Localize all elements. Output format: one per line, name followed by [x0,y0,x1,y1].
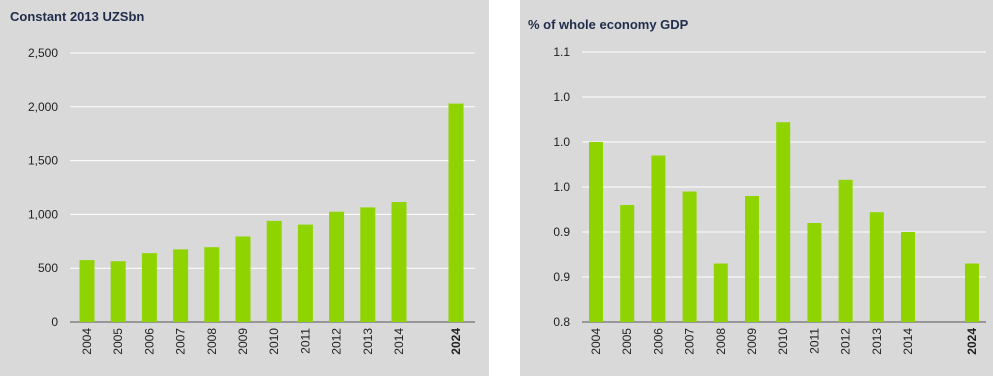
bar-2010 [776,122,791,322]
bar-2007 [682,191,697,322]
x-tick-label: 2010 [267,328,281,355]
x-tick-label: 2007 [174,328,188,355]
x-tick-label: 2006 [142,328,156,355]
y-tick-label: 2,000 [28,100,58,114]
chart-panel-right: % of whole economy GDP 0.8 0.9 0.9 1.0 1.0 1.… [520,0,993,376]
y-tick-label: 0.8 [553,315,570,329]
bar-2008 [713,263,728,322]
bar-2008 [204,247,220,322]
y-tick-label: 0.9 [553,225,570,239]
bar-2004 [79,260,95,322]
y-tick-label: 2,500 [28,46,58,60]
x-tick-label: 2004 [80,328,94,355]
bar-2024 [448,103,464,323]
bar-2011 [807,223,822,322]
x-tick-label: 2024 [449,328,463,355]
bar-2014 [391,202,407,322]
y-tick-label: 0.9 [553,270,570,284]
bar-2009 [235,236,251,322]
y-tick-label: 1,000 [28,207,58,221]
chart-panel-left: Constant 2013 UZSbn 0 500 1,000 1,500 2,000 2… [0,0,489,376]
bar-2005 [110,261,126,322]
bar-2006 [651,155,666,322]
bar-2024 [965,263,979,322]
bar-2006 [141,253,157,322]
x-tick-label: 2010 [776,328,790,355]
bar-2012 [329,211,345,322]
x-tick-label: 2013 [361,328,375,355]
x-tick-label: 2014 [392,328,406,355]
y-tick-label: 1.1 [553,45,570,59]
x-tick-label: 2006 [651,328,665,355]
y-tick-label: 1.0 [553,135,570,149]
bar-2010 [266,220,282,322]
x-tick-label: 2008 [714,328,728,355]
bar-2013 [360,207,376,322]
x-tick-label: 2013 [870,328,884,355]
x-tick-label: 2008 [205,328,219,355]
x-tick-label: 2009 [236,328,250,355]
bar-2007 [173,249,189,322]
x-tick-label: 2024 [965,328,979,355]
bar-2009 [745,196,759,322]
bar-2014 [901,232,915,322]
bar-2012 [838,179,853,322]
y-tick-label: 1,500 [28,154,58,168]
x-tick-label: 2012 [330,328,344,355]
y-tick-label: 0 [51,315,58,329]
bar-2013 [869,212,884,322]
bar-2005 [620,205,635,322]
chart-title: % of whole economy GDP [528,17,689,32]
bar-chart-left: 0 500 1,000 1,500 2,000 2,500 2004 2005 2006 2007… [28,46,475,355]
x-tick-label: 2007 [683,328,697,355]
y-tick-label: 1.0 [553,180,570,194]
x-tick-label: 2005 [111,328,125,355]
bar-chart-right: 0.8 0.9 0.9 1.0 1.0 1.0 1.1 2004 2005 2006 2007 200… [553,45,986,355]
x-tick-label: 2009 [745,328,759,355]
x-tick-label: 2004 [589,328,603,355]
x-tick-label: 2012 [839,328,853,355]
y-tick-label: 500 [38,261,58,275]
x-tick-label: 2011 [298,328,312,354]
x-tick-label: 2011 [807,328,821,354]
bar-2011 [297,224,313,322]
chart-title: Constant 2013 UZSbn [10,9,145,24]
x-tick-label: 2014 [901,328,915,355]
bar-2004 [589,142,603,322]
y-tick-label: 1.0 [553,90,570,104]
x-tick-label: 2005 [620,328,634,355]
